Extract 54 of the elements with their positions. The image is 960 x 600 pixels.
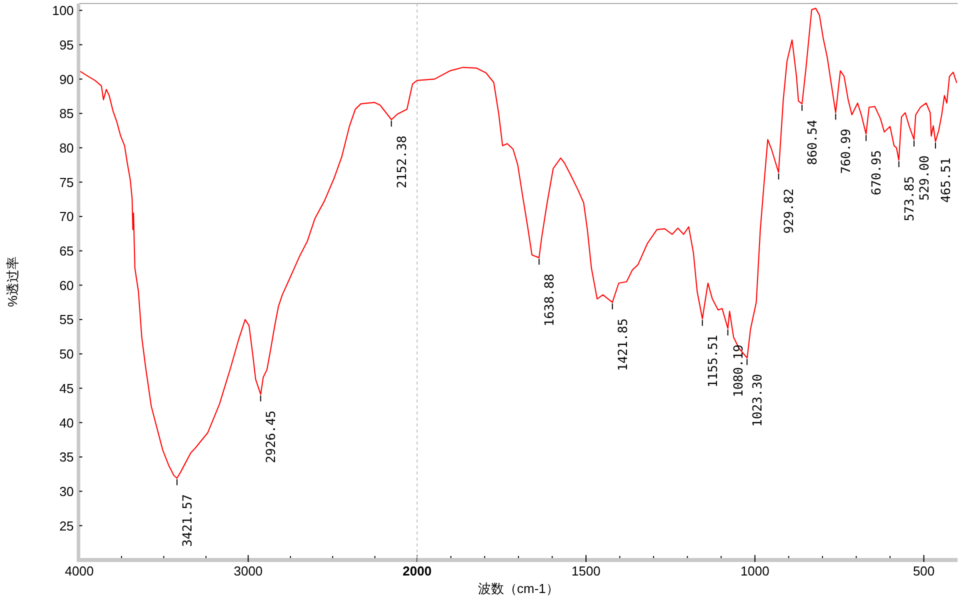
peak-label: 2926.45 xyxy=(260,394,278,464)
annotation: 860.54 xyxy=(804,120,820,165)
annotation: 670.95 xyxy=(868,150,884,196)
y-tick-label: 75 xyxy=(59,174,74,190)
peak-label: 529.00 xyxy=(914,140,932,201)
peak-label: 465.51 xyxy=(934,142,953,203)
y-tick-label: 70 xyxy=(59,209,74,224)
peak-label: 573.85 xyxy=(898,160,916,222)
peak-label: 3421.57 xyxy=(176,478,194,547)
y-tick-label: 90 xyxy=(59,72,74,87)
peak-label: 1080.19 xyxy=(727,328,746,398)
annotation: 573.85 xyxy=(901,176,916,222)
annotation: 1023.30 xyxy=(750,374,765,427)
annotation: 1638.88 xyxy=(542,274,557,326)
annotation: 1080.19 xyxy=(730,344,746,398)
peak-label: 1023.30 xyxy=(746,358,765,427)
x-tick-label: 1000 xyxy=(740,564,770,578)
y-tick-label: 40 xyxy=(59,415,74,430)
y-tick-label: 65 xyxy=(59,244,74,259)
y-tick-label: 100 xyxy=(52,3,74,18)
peak-label: 860.54 xyxy=(802,104,820,165)
peak-label: 670.95 xyxy=(866,134,884,196)
y-tick-label: 85 xyxy=(59,106,74,122)
y-tick-label: 45 xyxy=(59,380,74,396)
y-tick-label: 50 xyxy=(59,346,74,362)
y-tick-label: 60 xyxy=(59,278,74,293)
annotation: 760.99 xyxy=(838,128,854,174)
peak-label: 2152.38 xyxy=(390,120,409,188)
annotation: 465.51 xyxy=(938,158,953,203)
x-tick-label: 1500 xyxy=(572,564,600,578)
x-tick-label: 3000 xyxy=(234,564,263,578)
annotation: 3421.57 xyxy=(180,494,194,547)
annotation: 1421.85 xyxy=(614,318,630,372)
x-tick-label: 4000 xyxy=(64,564,94,578)
y-tick-label: 25 xyxy=(59,518,74,534)
y-tick-label: 30 xyxy=(59,484,74,499)
annotation: 2152.38 xyxy=(394,136,409,188)
x-tick-label: 500 xyxy=(912,564,935,578)
x-tick-label: 2000 xyxy=(402,564,432,578)
y-tick-label: 35 xyxy=(59,450,74,465)
peak-label: 1638.88 xyxy=(538,258,557,326)
y-tick-label: 95 xyxy=(59,37,74,52)
peak-label: 760.99 xyxy=(835,113,854,174)
peak-label: 1155.51 xyxy=(702,319,720,388)
annotation: 929.82 xyxy=(781,188,796,234)
y-tick-label: 80 xyxy=(59,140,74,156)
annotation: 1155.51 xyxy=(704,334,720,388)
y-tick-label: 55 xyxy=(59,312,74,328)
annotation: 2926.45 xyxy=(263,410,278,464)
peak-label: 1421.85 xyxy=(612,302,630,372)
x-axis-title: 波数（cm-1） xyxy=(478,581,559,596)
annotation: 529.00 xyxy=(916,156,932,201)
y-axis-title: %透过率 xyxy=(5,256,20,308)
peak-label: 929.82 xyxy=(778,173,796,234)
